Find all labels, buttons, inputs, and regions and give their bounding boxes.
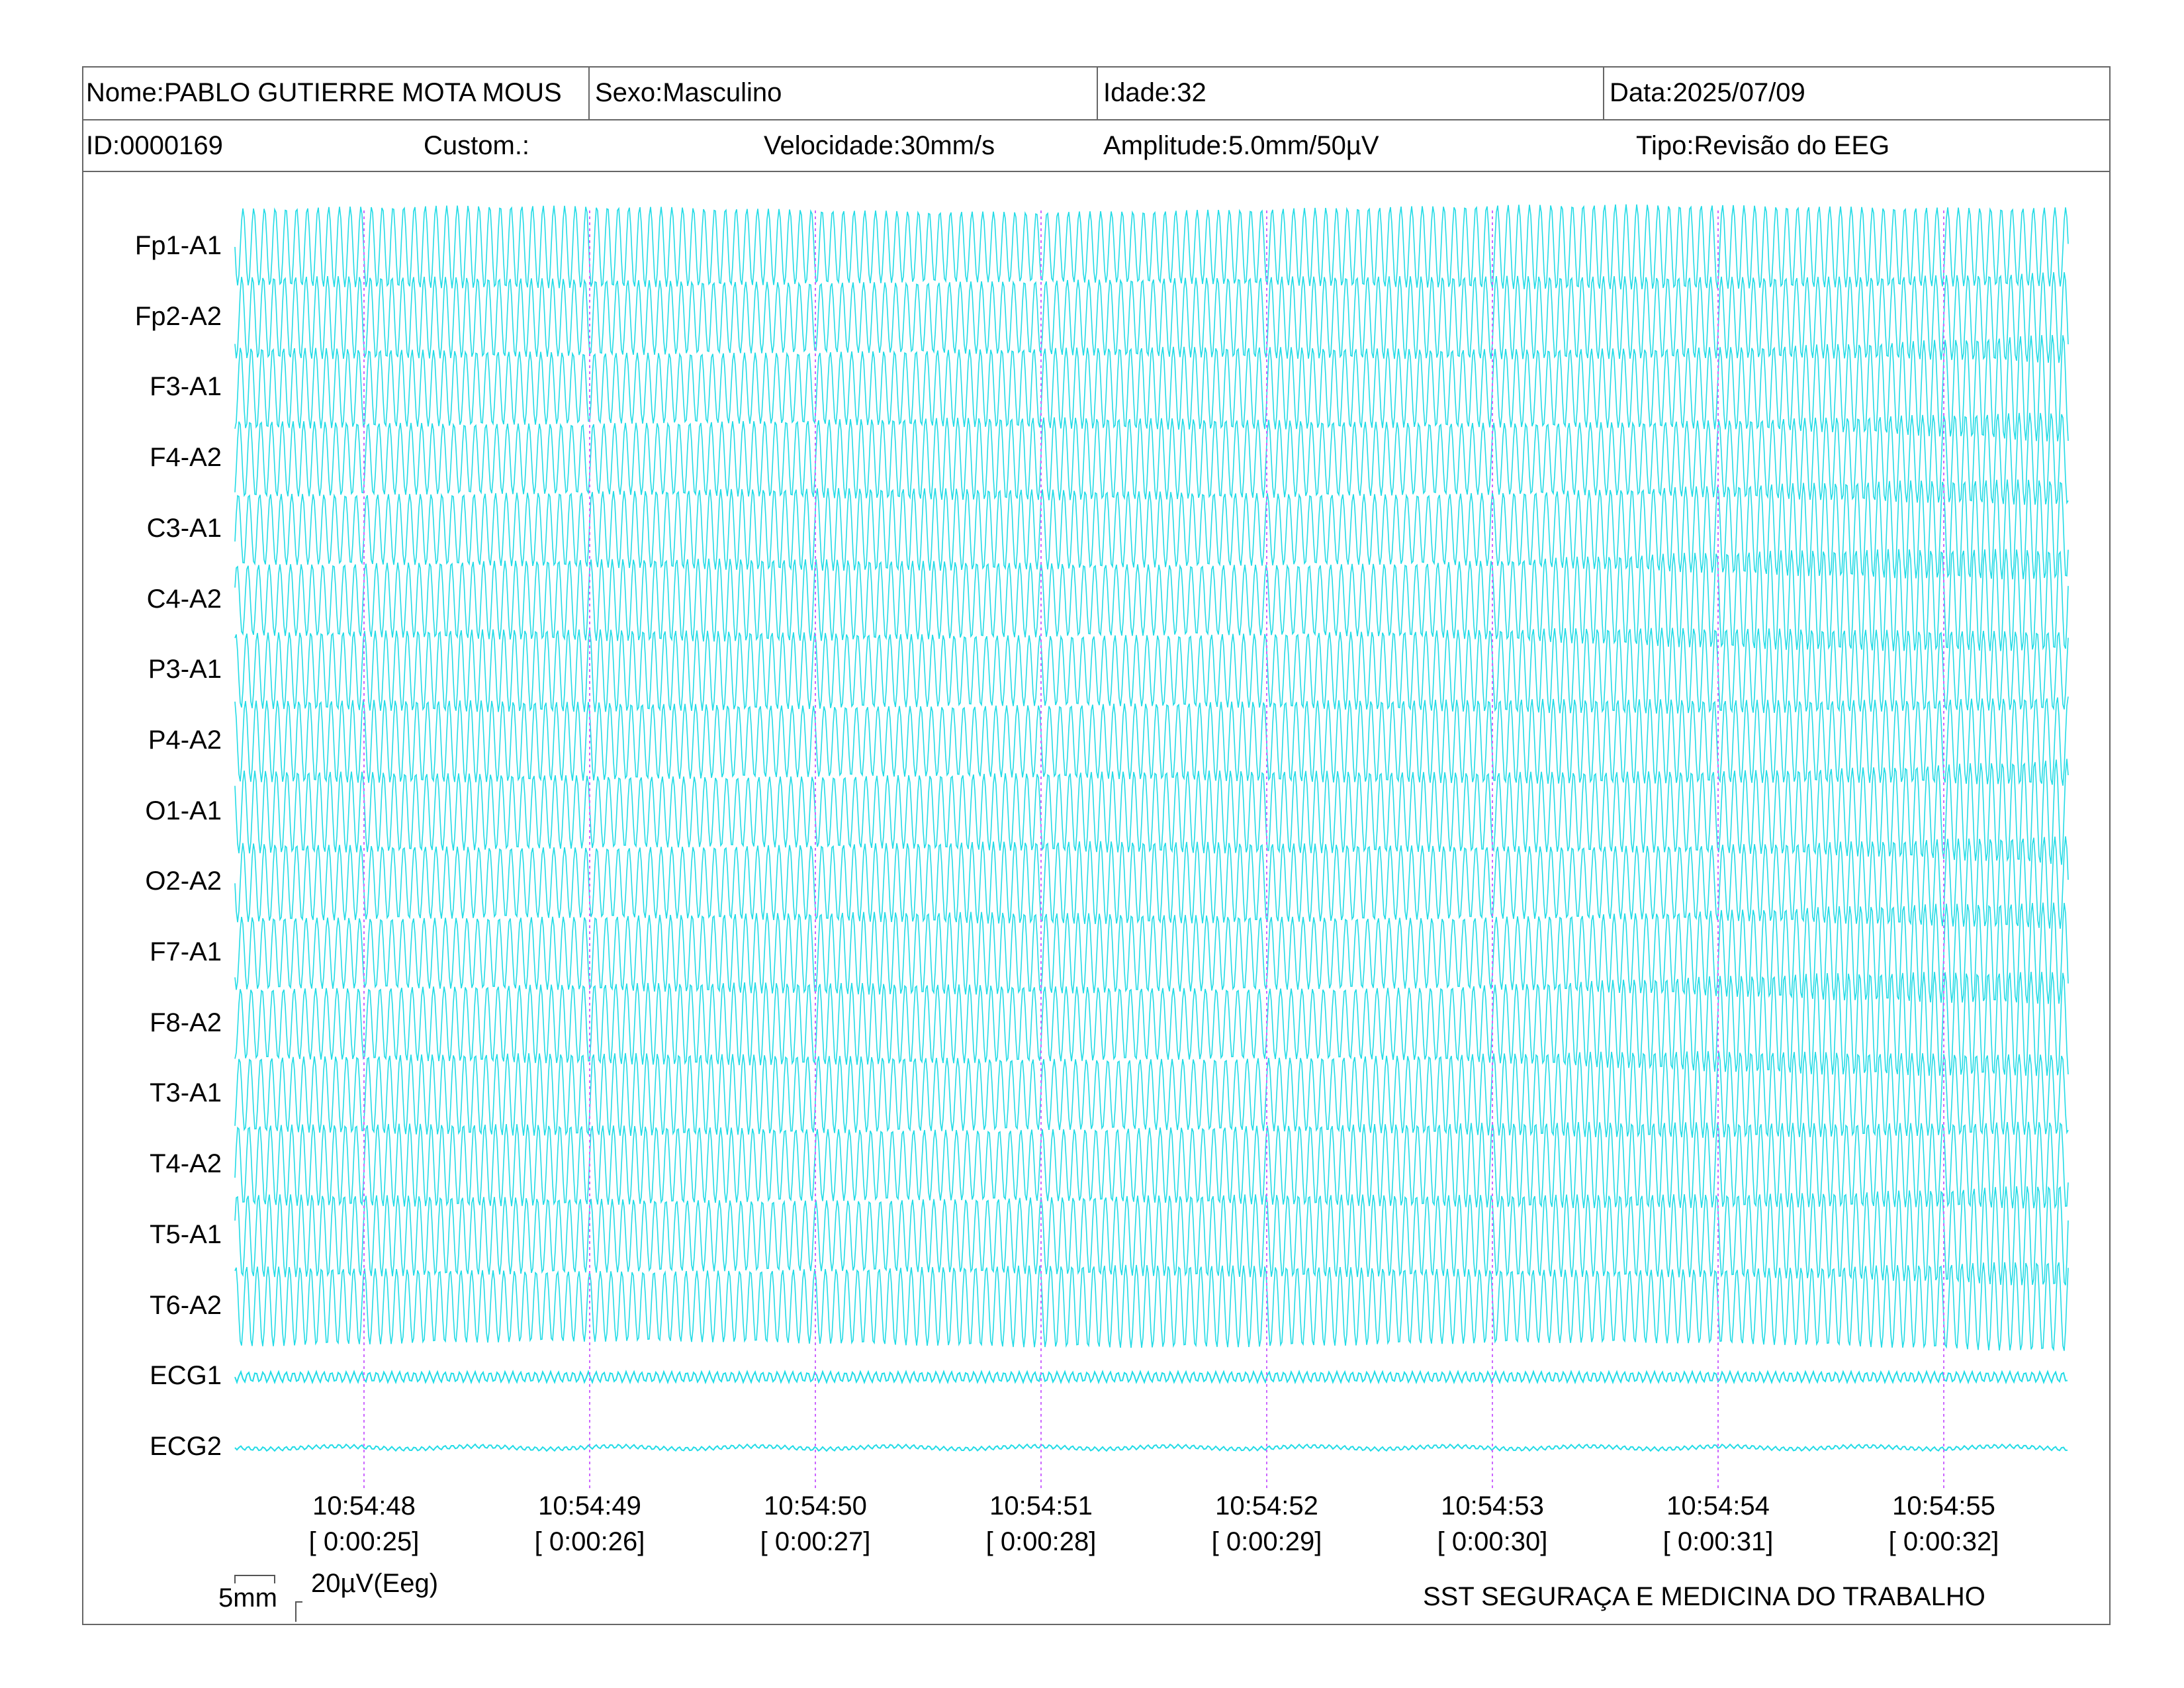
patient-age: Idade:32 (1103, 78, 1206, 107)
trace-p4-a2 (234, 696, 2069, 786)
custom-field: Custom.: (424, 131, 530, 160)
trace-f8-a2 (234, 972, 2069, 1076)
trace-c3-a1 (234, 479, 2069, 580)
patient-sex: Sexo:Masculino (595, 78, 782, 107)
trace-t5-a1 (234, 1186, 2069, 1286)
channel-label: P4-A2 (148, 725, 222, 755)
channel-label: Fp2-A2 (134, 301, 222, 331)
channel-label: Fp1-A1 (134, 231, 222, 260)
elapsed-time: [ 0:00:26] (534, 1527, 645, 1556)
paper-speed: Velocidade:30mm/s (764, 131, 995, 160)
patient-name: Nome:PABLO GUTIERRE MOTA MOUS (86, 78, 562, 107)
time-scale-label: 5mm (218, 1583, 277, 1613)
clock-time: 10:54:54 (1666, 1491, 1770, 1521)
trace-t6-a2 (234, 1262, 2069, 1352)
clock-time: 10:54:52 (1215, 1491, 1318, 1521)
channel-label: C3-A1 (146, 513, 222, 543)
trace-p3-a1 (234, 628, 2069, 714)
trace-o1-a1 (234, 759, 2069, 865)
trace-f3-a1 (234, 334, 2069, 442)
header-divider (1097, 66, 1098, 119)
exam-type: Tipo:Revisão do EEG (1636, 131, 1890, 160)
trace-o2-a2 (234, 836, 2069, 929)
channel-label: P3-A1 (148, 655, 222, 684)
amplitude-setting: Amplitude:5.0mm/50µV (1103, 131, 1379, 160)
time-tick-label: 10:54:50 [ 0:00:27] (729, 1488, 901, 1560)
channel-label: ECG2 (150, 1431, 222, 1461)
elapsed-time: [ 0:00:31] (1662, 1527, 1774, 1556)
time-tick-label: 10:54:53 [ 0:00:30] (1406, 1488, 1578, 1560)
channel-label: O2-A2 (145, 867, 222, 896)
clock-time: 10:54:53 (1441, 1491, 1544, 1521)
time-tick-label: 10:54:51 [ 0:00:28] (955, 1488, 1127, 1560)
exam-date: Data:2025/07/09 (1610, 78, 1805, 107)
channel-label: C4-A2 (146, 584, 222, 614)
trace-f7-a1 (234, 902, 2069, 1004)
trace-ecg2 (234, 1443, 2068, 1452)
channel-label: F4-A2 (150, 443, 222, 473)
channel-label: F7-A1 (150, 937, 222, 966)
header-row-exam: ID:0000169 Custom.: Velocidade:30mm/s Am… (82, 120, 2111, 172)
channel-label: O1-A1 (145, 796, 222, 825)
time-tick-label: 10:54:49 [ 0:00:26] (504, 1488, 676, 1560)
elapsed-time: [ 0:00:27] (760, 1527, 871, 1556)
trace-fp1-a1 (234, 204, 2069, 290)
channel-label: T5-A1 (150, 1219, 222, 1249)
channel-label: T3-A1 (150, 1078, 222, 1108)
clock-time: 10:54:50 (764, 1491, 867, 1521)
channel-label: ECG1 (150, 1361, 222, 1391)
header-divider (588, 66, 590, 119)
elapsed-time: [ 0:00:29] (1211, 1527, 1322, 1556)
clock-time: 10:54:49 (538, 1491, 641, 1521)
amplitude-scale-label: 20µV(Eeg) (311, 1569, 439, 1598)
trace-f4-a2 (234, 412, 2069, 505)
header-row-patient: Nome:PABLO GUTIERRE MOTA MOUS Sexo:Mascu… (82, 66, 2111, 120)
time-tick-label: 10:54:55 [ 0:00:32] (1858, 1488, 2030, 1560)
report-frame (82, 66, 2111, 1625)
channel-label: F8-A2 (150, 1008, 222, 1037)
time-tick-label: 10:54:48 [ 0:00:25] (278, 1488, 450, 1560)
time-tick-label: 10:54:54 [ 0:00:31] (1632, 1488, 1804, 1560)
trace-t3-a1 (234, 1051, 2069, 1138)
clock-time: 10:54:51 (989, 1491, 1093, 1521)
header-divider (1603, 66, 1604, 119)
patient-id: ID:0000169 (86, 131, 223, 160)
elapsed-time: [ 0:00:28] (985, 1527, 1097, 1556)
footer-company: SST SEGURAÇA E MEDICINA DO TRABALHO (1423, 1582, 1985, 1611)
trace-ecg1 (234, 1370, 2068, 1385)
channel-label: T6-A2 (150, 1290, 222, 1320)
calibration-bracket (234, 1575, 302, 1622)
time-tick-label: 10:54:52 [ 0:00:29] (1181, 1488, 1353, 1560)
clock-time: 10:54:55 (1892, 1491, 1995, 1521)
channel-label: F3-A1 (150, 372, 222, 402)
trace-c4-a2 (234, 549, 2069, 651)
elapsed-time: [ 0:00:32] (1888, 1527, 1999, 1556)
trace-fp2-a2 (234, 272, 2069, 363)
trace-t4-a2 (234, 1121, 2069, 1209)
elapsed-time: [ 0:00:25] (308, 1527, 420, 1556)
elapsed-time: [ 0:00:30] (1437, 1527, 1548, 1556)
channel-label: T4-A2 (150, 1149, 222, 1179)
clock-time: 10:54:48 (312, 1491, 416, 1521)
